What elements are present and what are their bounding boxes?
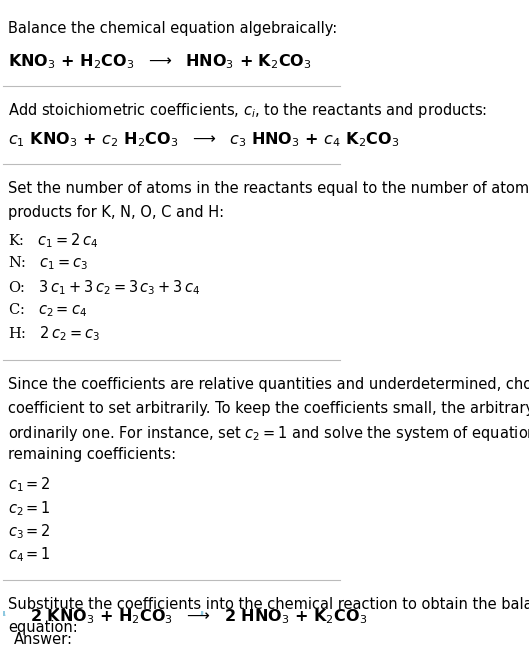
Text: N:   $c_1 = c_3$: N: $c_1 = c_3$ [8,255,88,272]
Text: equation:: equation: [8,620,78,635]
Text: Since the coefficients are relative quantities and underdetermined, choose a: Since the coefficients are relative quan… [8,377,529,393]
Text: Set the number of atoms in the reactants equal to the number of atoms in the: Set the number of atoms in the reactants… [8,181,529,196]
Text: $c_2 = 1$: $c_2 = 1$ [8,499,51,518]
Text: Substitute the coefficients into the chemical reaction to obtain the balanced: Substitute the coefficients into the che… [8,597,529,612]
Text: Answer:: Answer: [14,632,73,647]
Text: Add stoichiometric coefficients, $c_i$, to the reactants and products:: Add stoichiometric coefficients, $c_i$, … [8,101,487,120]
Text: KNO$_3$ + H$_2$CO$_3$  $\longrightarrow$  HNO$_3$ + K$_2$CO$_3$: KNO$_3$ + H$_2$CO$_3$ $\longrightarrow$ … [8,52,312,71]
Text: products for K, N, O, C and H:: products for K, N, O, C and H: [8,204,224,219]
Text: C:   $c_2 = c_4$: C: $c_2 = c_4$ [8,302,87,319]
Text: coefficient to set arbitrarily. To keep the coefficients small, the arbitrary va: coefficient to set arbitrarily. To keep … [8,400,529,416]
Text: ordinarily one. For instance, set $c_2 = 1$ and solve the system of equations fo: ordinarily one. For instance, set $c_2 =… [8,424,529,443]
Text: 2 KNO$_3$ + H$_2$CO$_3$  $\longrightarrow$  2 HNO$_3$ + K$_2$CO$_3$: 2 KNO$_3$ + H$_2$CO$_3$ $\longrightarrow… [30,607,367,626]
Text: K:   $c_1 = 2\,c_4$: K: $c_1 = 2\,c_4$ [8,232,98,250]
Text: O:   $3\,c_1 + 3\,c_2 = 3\,c_3 + 3\,c_4$: O: $3\,c_1 + 3\,c_2 = 3\,c_3 + 3\,c_4$ [8,278,200,297]
Text: $c_3 = 2$: $c_3 = 2$ [8,522,51,541]
Text: H:   $2\,c_2 = c_3$: H: $2\,c_2 = c_3$ [8,325,100,344]
Text: $c_1 = 2$: $c_1 = 2$ [8,476,51,494]
Text: $c_1$ KNO$_3$ + $c_2$ H$_2$CO$_3$  $\longrightarrow$  $c_3$ HNO$_3$ + $c_4$ K$_2: $c_1$ KNO$_3$ + $c_2$ H$_2$CO$_3$ $\long… [8,131,399,149]
Text: Balance the chemical equation algebraically:: Balance the chemical equation algebraica… [8,21,337,36]
Text: $c_4 = 1$: $c_4 = 1$ [8,545,51,564]
FancyBboxPatch shape [4,611,202,628]
Text: remaining coefficients:: remaining coefficients: [8,447,176,463]
